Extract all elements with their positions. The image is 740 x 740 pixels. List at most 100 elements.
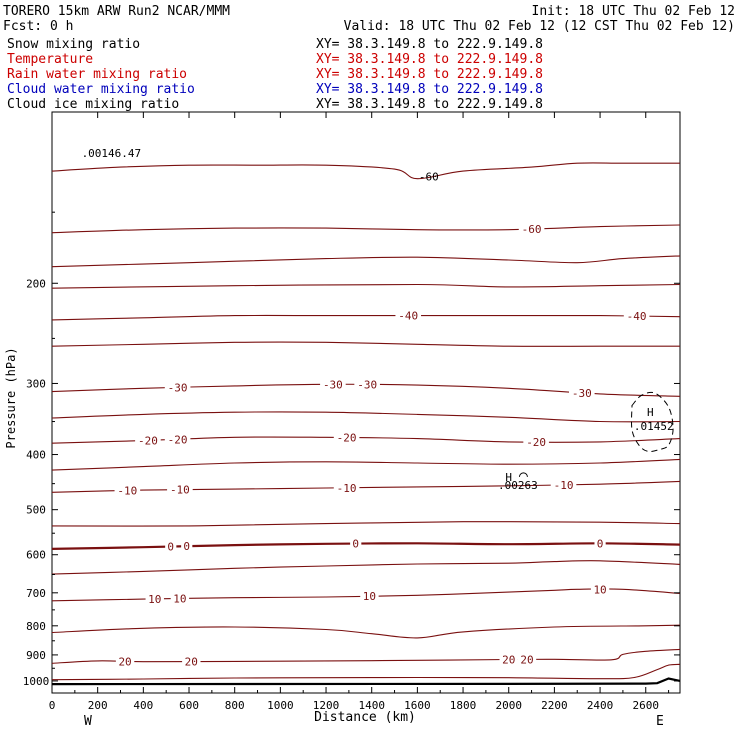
x-tick-label: 2400 <box>587 699 614 712</box>
contour-label-mask <box>167 483 193 496</box>
y-tick-label: 300 <box>26 377 46 390</box>
x-tick-label: 1600 <box>404 699 431 712</box>
chart-annotation: H <box>505 471 512 484</box>
contour-label-mask <box>181 540 193 553</box>
contour-label-mask <box>395 309 422 322</box>
x-tick-label: 1800 <box>450 699 477 712</box>
contour-label-mask <box>590 583 610 596</box>
contour-label: 10 <box>593 583 606 596</box>
x-axis-label: Distance (km) <box>314 710 416 725</box>
temperature-contour-line <box>51 255 681 268</box>
contour-label-mask <box>333 481 360 494</box>
x-tick-label: 600 <box>179 699 199 712</box>
x-tick-label: 1200 <box>313 699 340 712</box>
y-tick-label: 400 <box>26 449 46 462</box>
y-tick-label: 900 <box>26 649 46 662</box>
chart-annotation: .01452 <box>634 420 674 433</box>
contour-label: 20 <box>185 656 198 669</box>
y-tick-label: 500 <box>26 504 46 517</box>
contour-label-mask <box>320 378 346 391</box>
chart-annotation: H <box>647 406 654 419</box>
contour-label-mask <box>333 431 360 444</box>
contour-label-mask <box>523 435 549 448</box>
x-axis-west-label: W <box>84 714 92 729</box>
temperature-contour-line <box>51 411 681 423</box>
contour-label-mask <box>594 537 606 550</box>
temperature-contour-line <box>51 521 681 527</box>
contour-label-mask <box>145 592 164 605</box>
x-tick-label: 800 <box>225 699 245 712</box>
model-title: TORERO 15km ARW Run2 NCAR/MMM <box>3 4 230 19</box>
field-xy-cloud-water: XY= 38.3.149.8 to 222.9.149.8 <box>316 82 543 97</box>
forecast-hour: Fcst: 0 h <box>3 19 73 34</box>
temperature-contour-line <box>51 458 681 471</box>
valid-time: Valid: 18 UTC Thu 02 Feb 12 (12 CST Thu … <box>344 19 735 34</box>
contour-label-mask <box>569 386 595 399</box>
contour-label-mask <box>114 484 141 497</box>
init-time: Init: 18 UTC Thu 02 Feb 12 <box>532 4 736 19</box>
contour-label: 10 <box>173 593 186 606</box>
temperature-contour-line <box>51 341 680 347</box>
contour-label: 0 <box>167 541 174 554</box>
x-tick-label: 0 <box>49 699 56 712</box>
temperature-contours: -60 -40 -40 -30 -30 -30 -30 -20 -20 -20 -20 -10 -10 -… <box>51 162 681 681</box>
zero-isotherm-line <box>51 542 681 550</box>
field-xy-rain: XY= 38.3.149.8 to 222.9.149.8 <box>316 67 543 82</box>
field-name-rain: Rain water mixing ratio <box>7 67 187 82</box>
contour-label-mask <box>360 590 379 603</box>
y-tick-label: 600 <box>26 549 46 562</box>
contour-label: 10 <box>148 593 161 606</box>
temperature-contour-line <box>51 314 681 321</box>
contour-label: -10 <box>170 484 190 497</box>
contour-label: -20 <box>168 433 188 446</box>
contour-label-mask <box>499 653 518 666</box>
plot-frame <box>51 111 681 694</box>
contour-label-mask <box>135 434 161 447</box>
x-tick-label: 1000 <box>267 699 294 712</box>
y-tick-label: 200 <box>26 277 46 290</box>
contour-label-mask <box>182 655 201 668</box>
y-tick-label: 1000 <box>23 675 50 688</box>
contour-label-mask <box>350 537 362 550</box>
x-tick-label: 2600 <box>632 699 659 712</box>
contour-label: -30 <box>357 379 377 392</box>
field-name-snow: Snow mixing ratio <box>7 37 140 52</box>
temperature-contour-line <box>51 224 681 234</box>
field-xy-snow: XY= 38.3.149.8 to 222.9.149.8 <box>316 37 543 52</box>
contour-label: -20 <box>337 432 357 445</box>
rain-max-marker <box>518 472 528 477</box>
contour-label: 0 <box>352 538 359 551</box>
temperature-contour-line <box>51 560 681 575</box>
contour-label: 10 <box>363 590 376 603</box>
contour-label-mask <box>165 540 177 553</box>
contour-label: -30 <box>572 387 592 400</box>
contour-label-mask <box>164 433 191 446</box>
chart-annotation: .00146.47 <box>82 147 142 160</box>
contour-label: 20 <box>118 655 131 668</box>
field-name-cloud-ice: Cloud ice mixing ratio <box>7 97 179 112</box>
field-xy-temperature: XY= 38.3.149.8 to 222.9.149.8 <box>316 52 543 67</box>
contour-label-mask <box>550 478 577 491</box>
x-axis-east-label: E <box>656 714 664 729</box>
contour-label: -40 <box>627 310 647 323</box>
x-tick-label: 2200 <box>541 699 568 712</box>
temperature-contour-line <box>51 648 681 664</box>
contour-label: -30 <box>323 378 343 391</box>
contour-label: -20 <box>138 434 158 447</box>
temperature-contour-line <box>51 624 681 639</box>
chart-axes: 0 200 400 600 800 1000 1200 1400 1600 1800 2000 220… <box>23 112 680 712</box>
y-tick-label: 800 <box>26 620 46 633</box>
contour-label-mask <box>170 592 190 605</box>
chart-annotation: -60 <box>419 171 439 184</box>
contour-label-mask <box>517 653 537 666</box>
x-tick-label: 1400 <box>358 699 385 712</box>
temperature-contour-line <box>51 480 681 493</box>
temperature-contour-line <box>51 162 680 180</box>
contour-label: -10 <box>117 485 137 498</box>
contour-label: -30 <box>168 381 188 394</box>
cloud-ice-contour <box>631 391 674 453</box>
contour-label-mask <box>518 222 545 235</box>
terrain-line <box>51 677 681 686</box>
contour-label: 20 <box>502 654 515 667</box>
